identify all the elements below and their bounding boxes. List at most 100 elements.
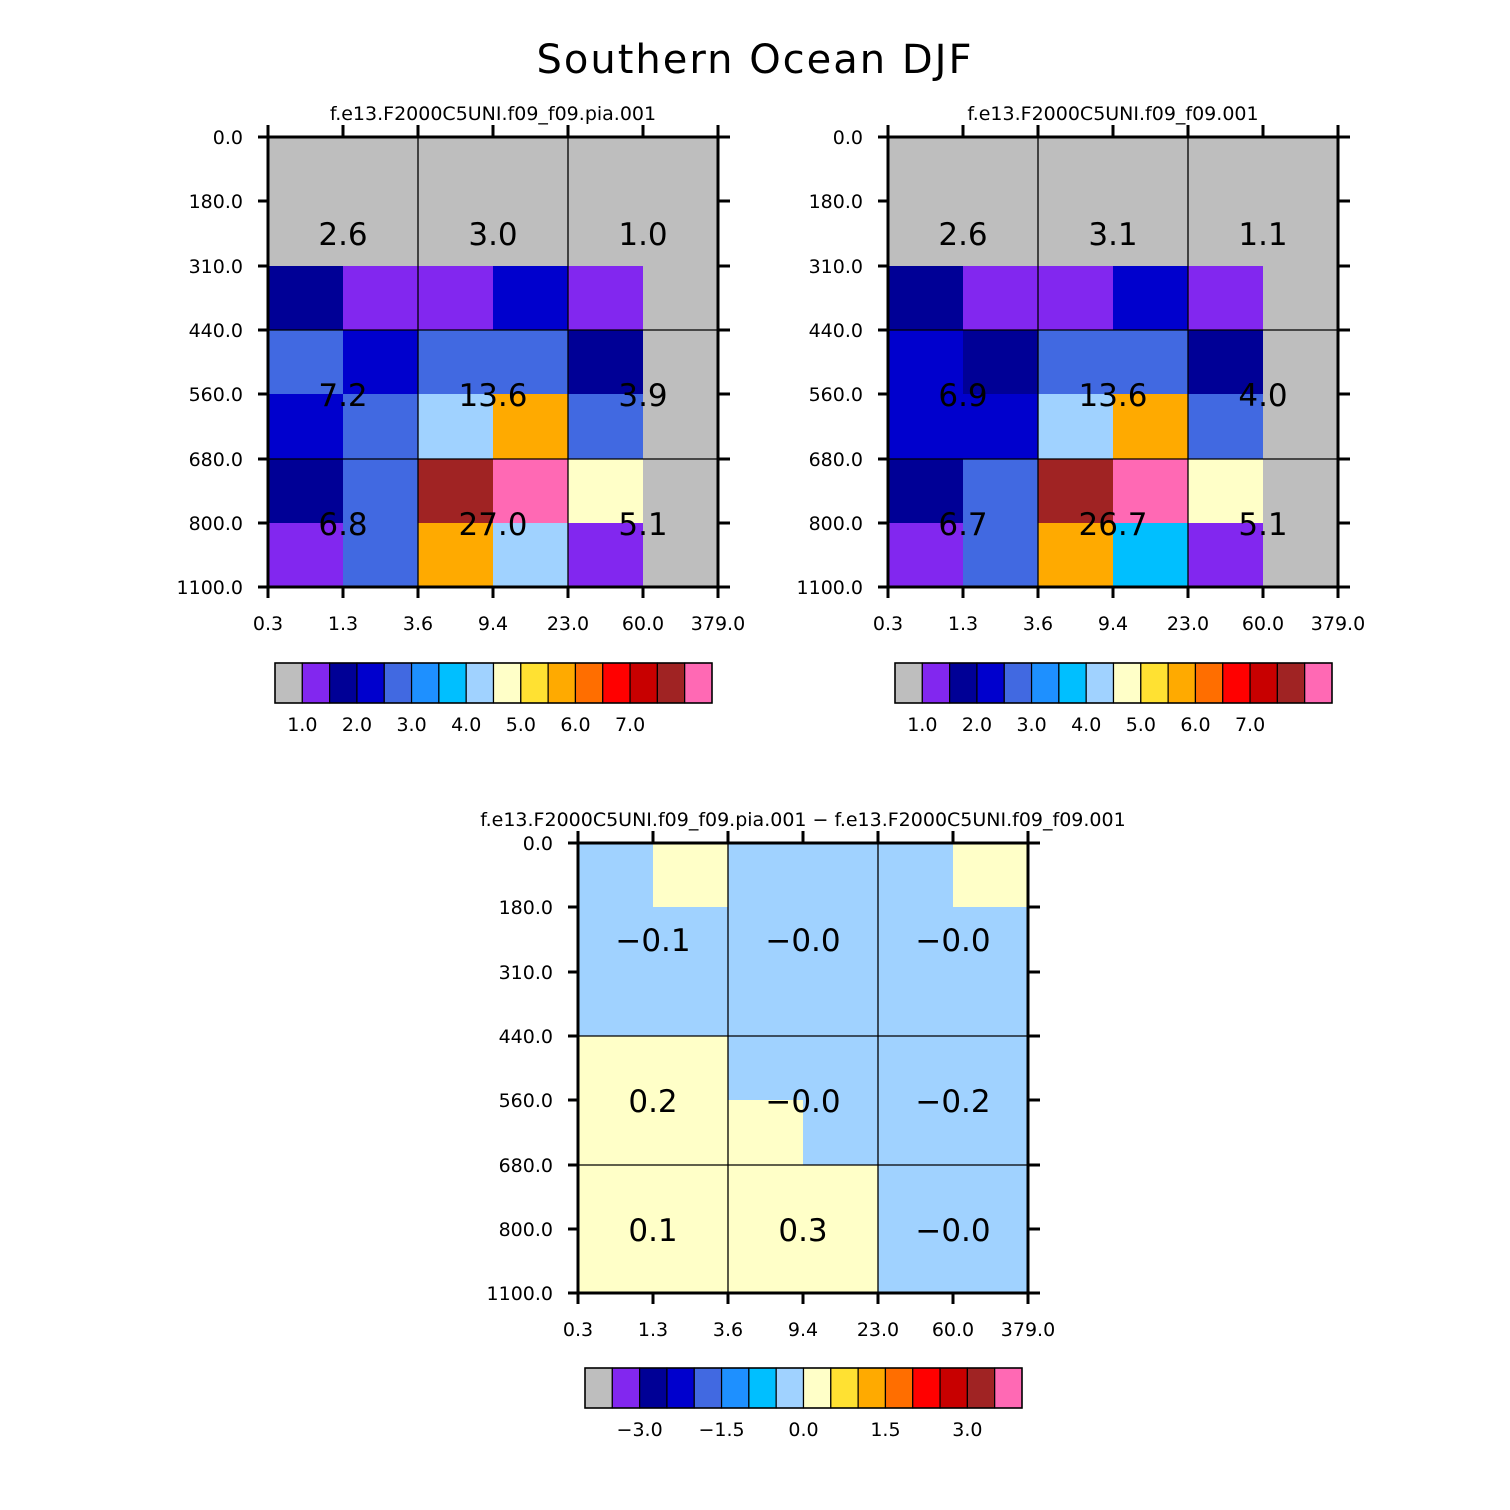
block-value-label: −0.0: [765, 923, 840, 959]
colorbar-swatch: [1304, 662, 1333, 704]
heatmap-cell: [878, 1100, 954, 1166]
heatmap-cell: [963, 201, 1039, 267]
y-tick-label: 440.0: [809, 320, 863, 342]
heatmap-cell: [653, 1100, 729, 1166]
heatmap-cell: [728, 907, 804, 973]
heatmap-cell: [343, 266, 419, 331]
heatmap-cell: [493, 459, 569, 524]
y-tick-label: 0.0: [213, 127, 243, 149]
colorbar-label: 1.0: [907, 714, 937, 736]
y-tick-label: 310.0: [189, 256, 243, 278]
panel-title: f.e13.F2000C5UNI.f09_f09.pia.001 − f.e13…: [480, 809, 1125, 831]
heatmap-cell: [803, 1100, 879, 1166]
colorbar-label: 3.0: [396, 714, 426, 736]
x-tick-label: 379.0: [691, 613, 745, 635]
heatmap-cell: [653, 972, 729, 1037]
heatmap-cell: [728, 1165, 804, 1230]
figure-title: Southern Ocean DJF: [537, 37, 974, 83]
heatmap-cell: [578, 1165, 654, 1230]
x-tick-label: 60.0: [1242, 613, 1284, 635]
colorbar-swatch: [830, 1367, 859, 1409]
y-tick-label: 310.0: [499, 962, 553, 984]
colorbar-swatch: [438, 662, 467, 704]
x-tick-label: 9.4: [788, 1319, 818, 1341]
heatmap-cell: [888, 394, 964, 460]
heatmap-cell: [728, 1229, 804, 1294]
block-value-label: 2.6: [938, 217, 987, 253]
heatmap-cell: [963, 523, 1039, 588]
heatmap-cell: [653, 1229, 729, 1294]
heatmap-cell: [493, 330, 569, 395]
heatmap-cell: [268, 459, 344, 524]
heatmap-cell: [643, 201, 719, 267]
x-tick-label: 379.0: [1311, 613, 1365, 635]
x-tick-label: 3.6: [403, 613, 433, 635]
heatmap-cell: [1263, 330, 1339, 395]
heatmap-cell: [1188, 330, 1264, 395]
colorbar-swatch: [1140, 662, 1169, 704]
heatmap-cell: [953, 1165, 1029, 1230]
colorbar-label: −3.0: [617, 1419, 663, 1441]
heatmap-cell: [653, 1036, 729, 1101]
y-tick-label: 800.0: [189, 513, 243, 535]
heatmap-cell: [493, 201, 569, 267]
colorbar-swatch: [1167, 662, 1197, 704]
colorbar-label: 5.0: [1126, 714, 1156, 736]
block-value-label: 3.9: [618, 378, 667, 414]
colorbar-swatch: [775, 1367, 805, 1409]
x-tick-label: 0.3: [873, 613, 903, 635]
heatmap-cell: [963, 137, 1039, 202]
heatmap-cell: [878, 1036, 954, 1101]
heatmap-cell: [953, 1100, 1029, 1166]
heatmap-cell: [343, 137, 419, 202]
panel-2: f.e13.F2000C5UNI.f09_f09.001 2.6 3.1 1.1 6.9…: [797, 103, 1366, 736]
colorbar-swatch: [720, 1367, 750, 1409]
heatmap-cell: [643, 394, 719, 460]
colorbar-label: 0.0: [788, 1419, 818, 1441]
heatmap-cell: [1038, 330, 1114, 395]
heatmap-cell: [268, 266, 344, 331]
heatmap-cell: [643, 266, 719, 331]
colorbar-swatch: [383, 662, 413, 704]
block-value-label: 26.7: [1078, 507, 1147, 543]
y-tick-label: 440.0: [499, 1026, 553, 1048]
heatmap-cell: [268, 523, 344, 588]
heatmap-cell: [578, 1036, 654, 1101]
colorbar-swatch: [1058, 662, 1087, 704]
block-value-label: −0.2: [915, 1084, 990, 1120]
heatmap-cell: [878, 843, 954, 908]
colorbar-label: 6.0: [560, 714, 590, 736]
colorbar-swatch: [602, 662, 631, 704]
x-tick-label: 60.0: [932, 1319, 974, 1341]
heatmap-cell: [493, 266, 569, 331]
heatmap-cell: [653, 907, 729, 973]
heatmap-cell: [1263, 394, 1339, 460]
x-tick-label: 0.3: [563, 1319, 593, 1341]
colorbar-label: 7.0: [1235, 714, 1265, 736]
colorbar-swatch: [894, 662, 923, 704]
block-value-label: 5.1: [1238, 507, 1287, 543]
heatmap-cell: [888, 201, 964, 267]
heatmap-cell: [888, 459, 964, 524]
heatmap-cell: [728, 1100, 804, 1166]
block-value-label: −0.1: [615, 923, 690, 959]
x-tick-label: 23.0: [857, 1319, 899, 1341]
x-tick-label: 1.3: [948, 613, 978, 635]
block-value-label: 13.6: [458, 378, 527, 414]
heatmap-cell: [578, 972, 654, 1037]
panel-title: f.e13.F2000C5UNI.f09_f09.pia.001: [330, 103, 656, 125]
heatmap-cell: [643, 137, 719, 202]
heatmap-cell: [643, 330, 719, 395]
colorbar-swatch: [1276, 662, 1306, 704]
y-tick-label: 1100.0: [177, 577, 243, 599]
heatmap-cell: [1113, 523, 1189, 588]
x-tick-label: 60.0: [622, 613, 664, 635]
heatmap-cell: [418, 459, 494, 524]
block-value-label: 3.0: [468, 217, 517, 253]
y-tick-label: 1100.0: [487, 1283, 553, 1305]
block-value-label: −0.0: [915, 923, 990, 959]
block-value-label: 2.6: [318, 217, 367, 253]
colorbar-swatch: [1222, 662, 1251, 704]
heatmap-cell: [953, 1229, 1029, 1294]
